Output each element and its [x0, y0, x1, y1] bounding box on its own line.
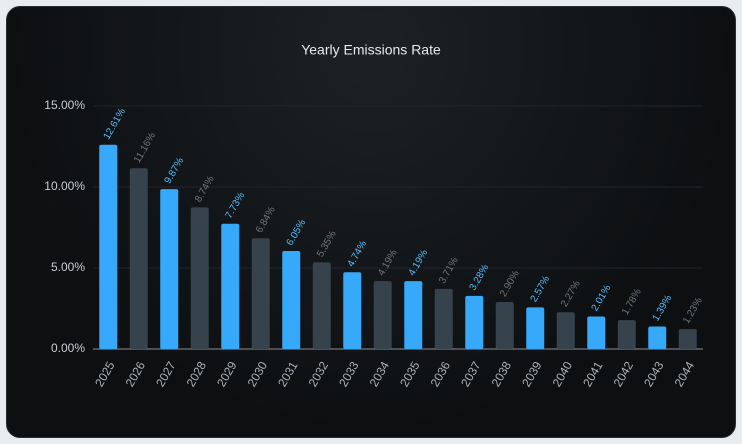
value-label: 1.78%: [620, 287, 644, 317]
x-tick-label: 2034: [367, 359, 393, 389]
value-label: 2.90%: [498, 269, 522, 299]
value-label: 4.19%: [376, 248, 400, 278]
bar: [129, 168, 148, 349]
x-tick-label: 2028: [184, 359, 210, 389]
value-label: 6.05%: [285, 218, 309, 248]
value-label: 2.27%: [559, 279, 583, 309]
value-label: 12.61%: [102, 107, 129, 142]
y-tick-label: 15.00%: [44, 98, 85, 112]
value-label: 3.28%: [468, 263, 492, 293]
bar: [404, 281, 423, 349]
x-tick-label: 2042: [611, 359, 637, 389]
x-tick-label: 2029: [214, 359, 240, 389]
value-label: 1.39%: [651, 293, 675, 323]
value-label: 5.35%: [315, 229, 339, 259]
y-tick-label: 5.00%: [51, 260, 85, 274]
x-tick-label: 2041: [580, 359, 606, 389]
bar: [434, 288, 453, 349]
value-label: 7.73%: [224, 190, 248, 220]
x-tick-label: 2033: [336, 359, 362, 389]
bar: [312, 262, 331, 349]
bar: [617, 320, 636, 349]
bar: [465, 295, 484, 349]
value-label: 11.16%: [132, 131, 158, 165]
value-label: 2.01%: [590, 283, 614, 313]
x-tick-label: 2027: [153, 359, 179, 389]
value-label: 9.87%: [163, 156, 187, 186]
x-tick-label: 2032: [306, 359, 332, 389]
value-label: 2.57%: [529, 274, 553, 304]
x-tick-label: 2043: [641, 359, 667, 389]
bar: [373, 281, 392, 349]
bar: [526, 307, 545, 349]
x-tick-label: 2035: [397, 359, 423, 389]
chart: Yearly Emissions Rate 0.00% 5.00% 10.00% 15…: [44, 42, 705, 390]
x-tick-label: 2037: [458, 359, 484, 389]
chart-card: Yearly Emissions Rate 0.00% 5.00% 10.00% 15…: [6, 6, 736, 438]
x-tick-label: 2039: [519, 359, 545, 389]
bar: [160, 189, 179, 349]
bar: [343, 272, 362, 349]
y-tick-label: 0.00%: [51, 341, 85, 355]
y-tick-label: 10.00%: [44, 179, 85, 193]
value-label: 4.74%: [346, 239, 370, 269]
value-label: 3.71%: [437, 256, 461, 286]
value-label: 8.74%: [193, 174, 217, 204]
x-tick-label: 2025: [92, 359, 118, 389]
value-label: 4.19%: [407, 248, 431, 278]
x-tick-label: 2036: [428, 359, 454, 389]
x-tick-label: 2031: [275, 359, 301, 389]
bar: [495, 302, 514, 349]
x-tick-label: 2026: [123, 359, 149, 389]
x-tick-label: 2040: [550, 359, 576, 389]
bar: [251, 238, 270, 349]
x-tick-label: 2038: [489, 359, 515, 389]
bar: [587, 316, 606, 349]
bar: [282, 250, 301, 349]
x-tick-label: 2030: [245, 359, 271, 389]
chart-title: Yearly Emissions Rate: [301, 42, 441, 58]
x-tick-label: 2044: [672, 359, 698, 389]
bar: [99, 144, 118, 349]
value-label: 6.84%: [254, 205, 278, 235]
value-label: 1.23%: [681, 296, 705, 326]
bar: [221, 223, 240, 349]
bar: [556, 312, 575, 349]
bar: [190, 207, 209, 349]
bar: [678, 329, 697, 349]
bar: [648, 326, 667, 349]
